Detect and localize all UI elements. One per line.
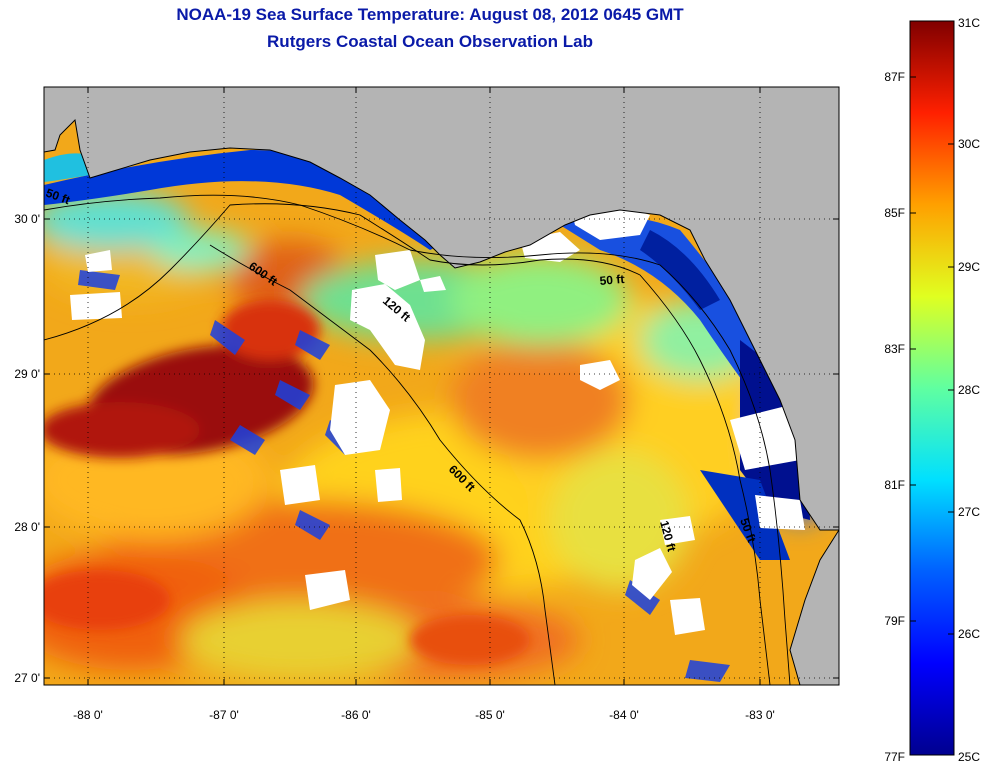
cloud-mask	[70, 205, 805, 635]
isobath-label: 50 ft	[599, 272, 625, 288]
colorbar-f-labels: 87F 85F 83F 81F 79F 77F	[884, 70, 905, 764]
colorbar-f-label: 87F	[884, 70, 905, 84]
lon-tick-label: -86 0'	[341, 708, 371, 722]
lat-tick-label: 29 0'	[14, 367, 40, 381]
lat-tick-label: 28 0'	[14, 520, 40, 534]
colorbar-f-label: 81F	[884, 478, 905, 492]
colorbar-f-label: 85F	[884, 206, 905, 220]
lat-tick-label: 27 0'	[14, 671, 40, 685]
lat-tick-label: 30 0'	[14, 212, 40, 226]
colorbar-f-label: 79F	[884, 614, 905, 628]
colorbar-c-label: 26C	[958, 627, 980, 641]
map-title: NOAA-19 Sea Surface Temperature: August …	[176, 5, 684, 24]
colorbar-c-label: 31C	[958, 16, 980, 30]
axis-ticks	[44, 87, 839, 685]
colorbar-f-label: 77F	[884, 750, 905, 764]
map-subtitle: Rutgers Coastal Ocean Observation Lab	[267, 32, 593, 51]
lon-tick-label: -84 0'	[609, 708, 639, 722]
colorbar-ticks	[910, 76, 954, 635]
map-frame	[43, 86, 840, 686]
lat-labels: 30 0' 29 0' 28 0' 27 0'	[14, 212, 40, 685]
colorbar-c-labels: 31C 30C 29C 28C 27C 26C 25C	[958, 16, 980, 764]
lon-tick-label: -88 0'	[73, 708, 103, 722]
colorbar-c-label: 27C	[958, 505, 980, 519]
colorbar-c-label: 25C	[958, 750, 980, 764]
lon-tick-label: -85 0'	[475, 708, 505, 722]
colorbar-c-label: 30C	[958, 137, 980, 151]
colorbar-c-label: 29C	[958, 260, 980, 274]
warm-core	[44, 300, 530, 665]
colorbar	[909, 20, 955, 756]
sst-patches	[44, 190, 839, 680]
lon-tick-label: -87 0'	[209, 708, 239, 722]
colorbar-c-label: 28C	[958, 383, 980, 397]
lon-labels: -88 0' -87 0' -86 0' -85 0' -84 0' -83 0…	[73, 708, 775, 722]
isobath-lines	[44, 194, 791, 685]
colorbar-f-label: 83F	[884, 342, 905, 356]
lon-tick-label: -83 0'	[745, 708, 775, 722]
land-mass	[44, 87, 839, 531]
